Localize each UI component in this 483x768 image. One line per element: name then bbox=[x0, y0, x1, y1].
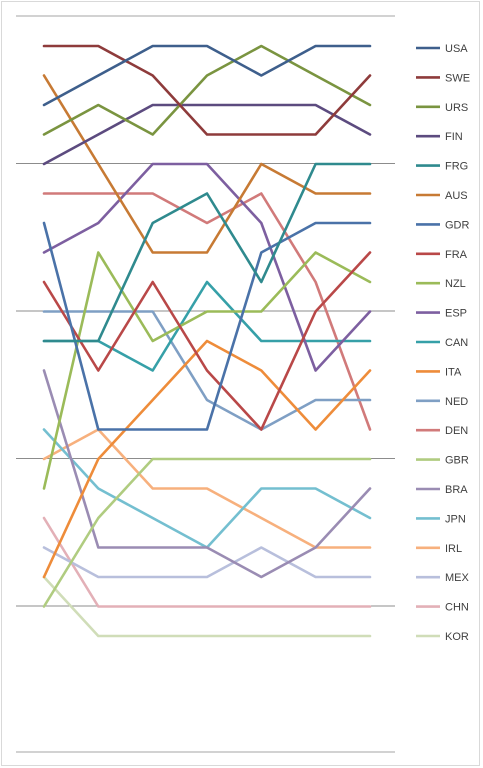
series-line-den bbox=[42, 192, 372, 431]
legend-item-bra: BRA bbox=[416, 484, 468, 496]
legend-item-aus: AUS bbox=[416, 190, 468, 202]
legend-label: DEN bbox=[445, 425, 468, 437]
series-line-frg bbox=[42, 162, 372, 343]
series-line-chn bbox=[42, 516, 372, 608]
legend-label: FRA bbox=[445, 249, 468, 261]
series-line-bra bbox=[42, 369, 372, 579]
gridlines bbox=[16, 15, 395, 753]
series-line-gdr bbox=[42, 221, 372, 431]
legend-item-usa: USA bbox=[416, 43, 468, 55]
series-line-usa bbox=[42, 44, 372, 107]
series-line-swe bbox=[42, 44, 372, 136]
legend-item-gbr: GBR bbox=[416, 455, 469, 467]
legend-label: JPN bbox=[445, 513, 466, 525]
legend-label: NED bbox=[445, 396, 468, 408]
series-line-ned bbox=[42, 310, 372, 431]
legend-item-chn: CHN bbox=[416, 602, 469, 614]
legend-label: CAN bbox=[445, 337, 468, 349]
series-lines bbox=[42, 44, 372, 638]
legend-label: AUS bbox=[445, 190, 468, 202]
legend-item-fra: FRA bbox=[416, 249, 468, 261]
legend-label: CHN bbox=[445, 602, 469, 614]
legend-label: BRA bbox=[445, 484, 468, 496]
legend-label: ESP bbox=[445, 308, 467, 320]
series-line-gbr bbox=[42, 457, 372, 608]
legend-label: FIN bbox=[445, 131, 463, 143]
legend-item-mex: MEX bbox=[416, 572, 470, 584]
legend-item-jpn: JPN bbox=[416, 513, 466, 525]
series-line-urs bbox=[42, 44, 372, 136]
legend-item-gdr: GDR bbox=[416, 219, 470, 231]
legend-item-frg: FRG bbox=[416, 161, 468, 173]
legend: USA SWE URS FIN FRG AUS GDR FRA NZL ESP CAN ITA NED D… bbox=[416, 43, 470, 643]
legend-item-urs: URS bbox=[416, 102, 468, 114]
legend-label: GDR bbox=[445, 219, 470, 231]
legend-label: URS bbox=[445, 102, 468, 114]
series-line-kor bbox=[42, 575, 372, 638]
legend-item-den: DEN bbox=[416, 425, 468, 437]
legend-label: SWE bbox=[445, 72, 470, 84]
legend-label: NZL bbox=[445, 278, 466, 290]
legend-item-fin: FIN bbox=[416, 131, 463, 143]
series-line-esp bbox=[42, 162, 372, 372]
series-line-fra bbox=[42, 251, 372, 431]
legend-item-irl: IRL bbox=[416, 543, 462, 555]
legend-item-kor: KOR bbox=[416, 631, 469, 643]
series-line-ita bbox=[42, 339, 372, 579]
legend-item-nzl: NZL bbox=[416, 278, 466, 290]
legend-item-swe: SWE bbox=[416, 72, 470, 84]
legend-label: ITA bbox=[445, 366, 462, 378]
legend-item-ita: ITA bbox=[416, 366, 462, 378]
legend-label: KOR bbox=[445, 631, 469, 643]
legend-label: FRG bbox=[445, 161, 468, 173]
legend-item-can: CAN bbox=[416, 337, 468, 349]
series-line-mex bbox=[42, 546, 372, 579]
legend-label: MEX bbox=[445, 572, 470, 584]
legend-label: IRL bbox=[445, 543, 462, 555]
legend-item-esp: ESP bbox=[416, 308, 467, 320]
series-line-fin bbox=[42, 103, 372, 166]
series-line-nzl bbox=[42, 251, 372, 490]
legend-label: USA bbox=[445, 43, 468, 55]
legend-label: GBR bbox=[445, 455, 469, 467]
legend-item-ned: NED bbox=[416, 396, 468, 408]
series-line-aus bbox=[42, 74, 372, 254]
